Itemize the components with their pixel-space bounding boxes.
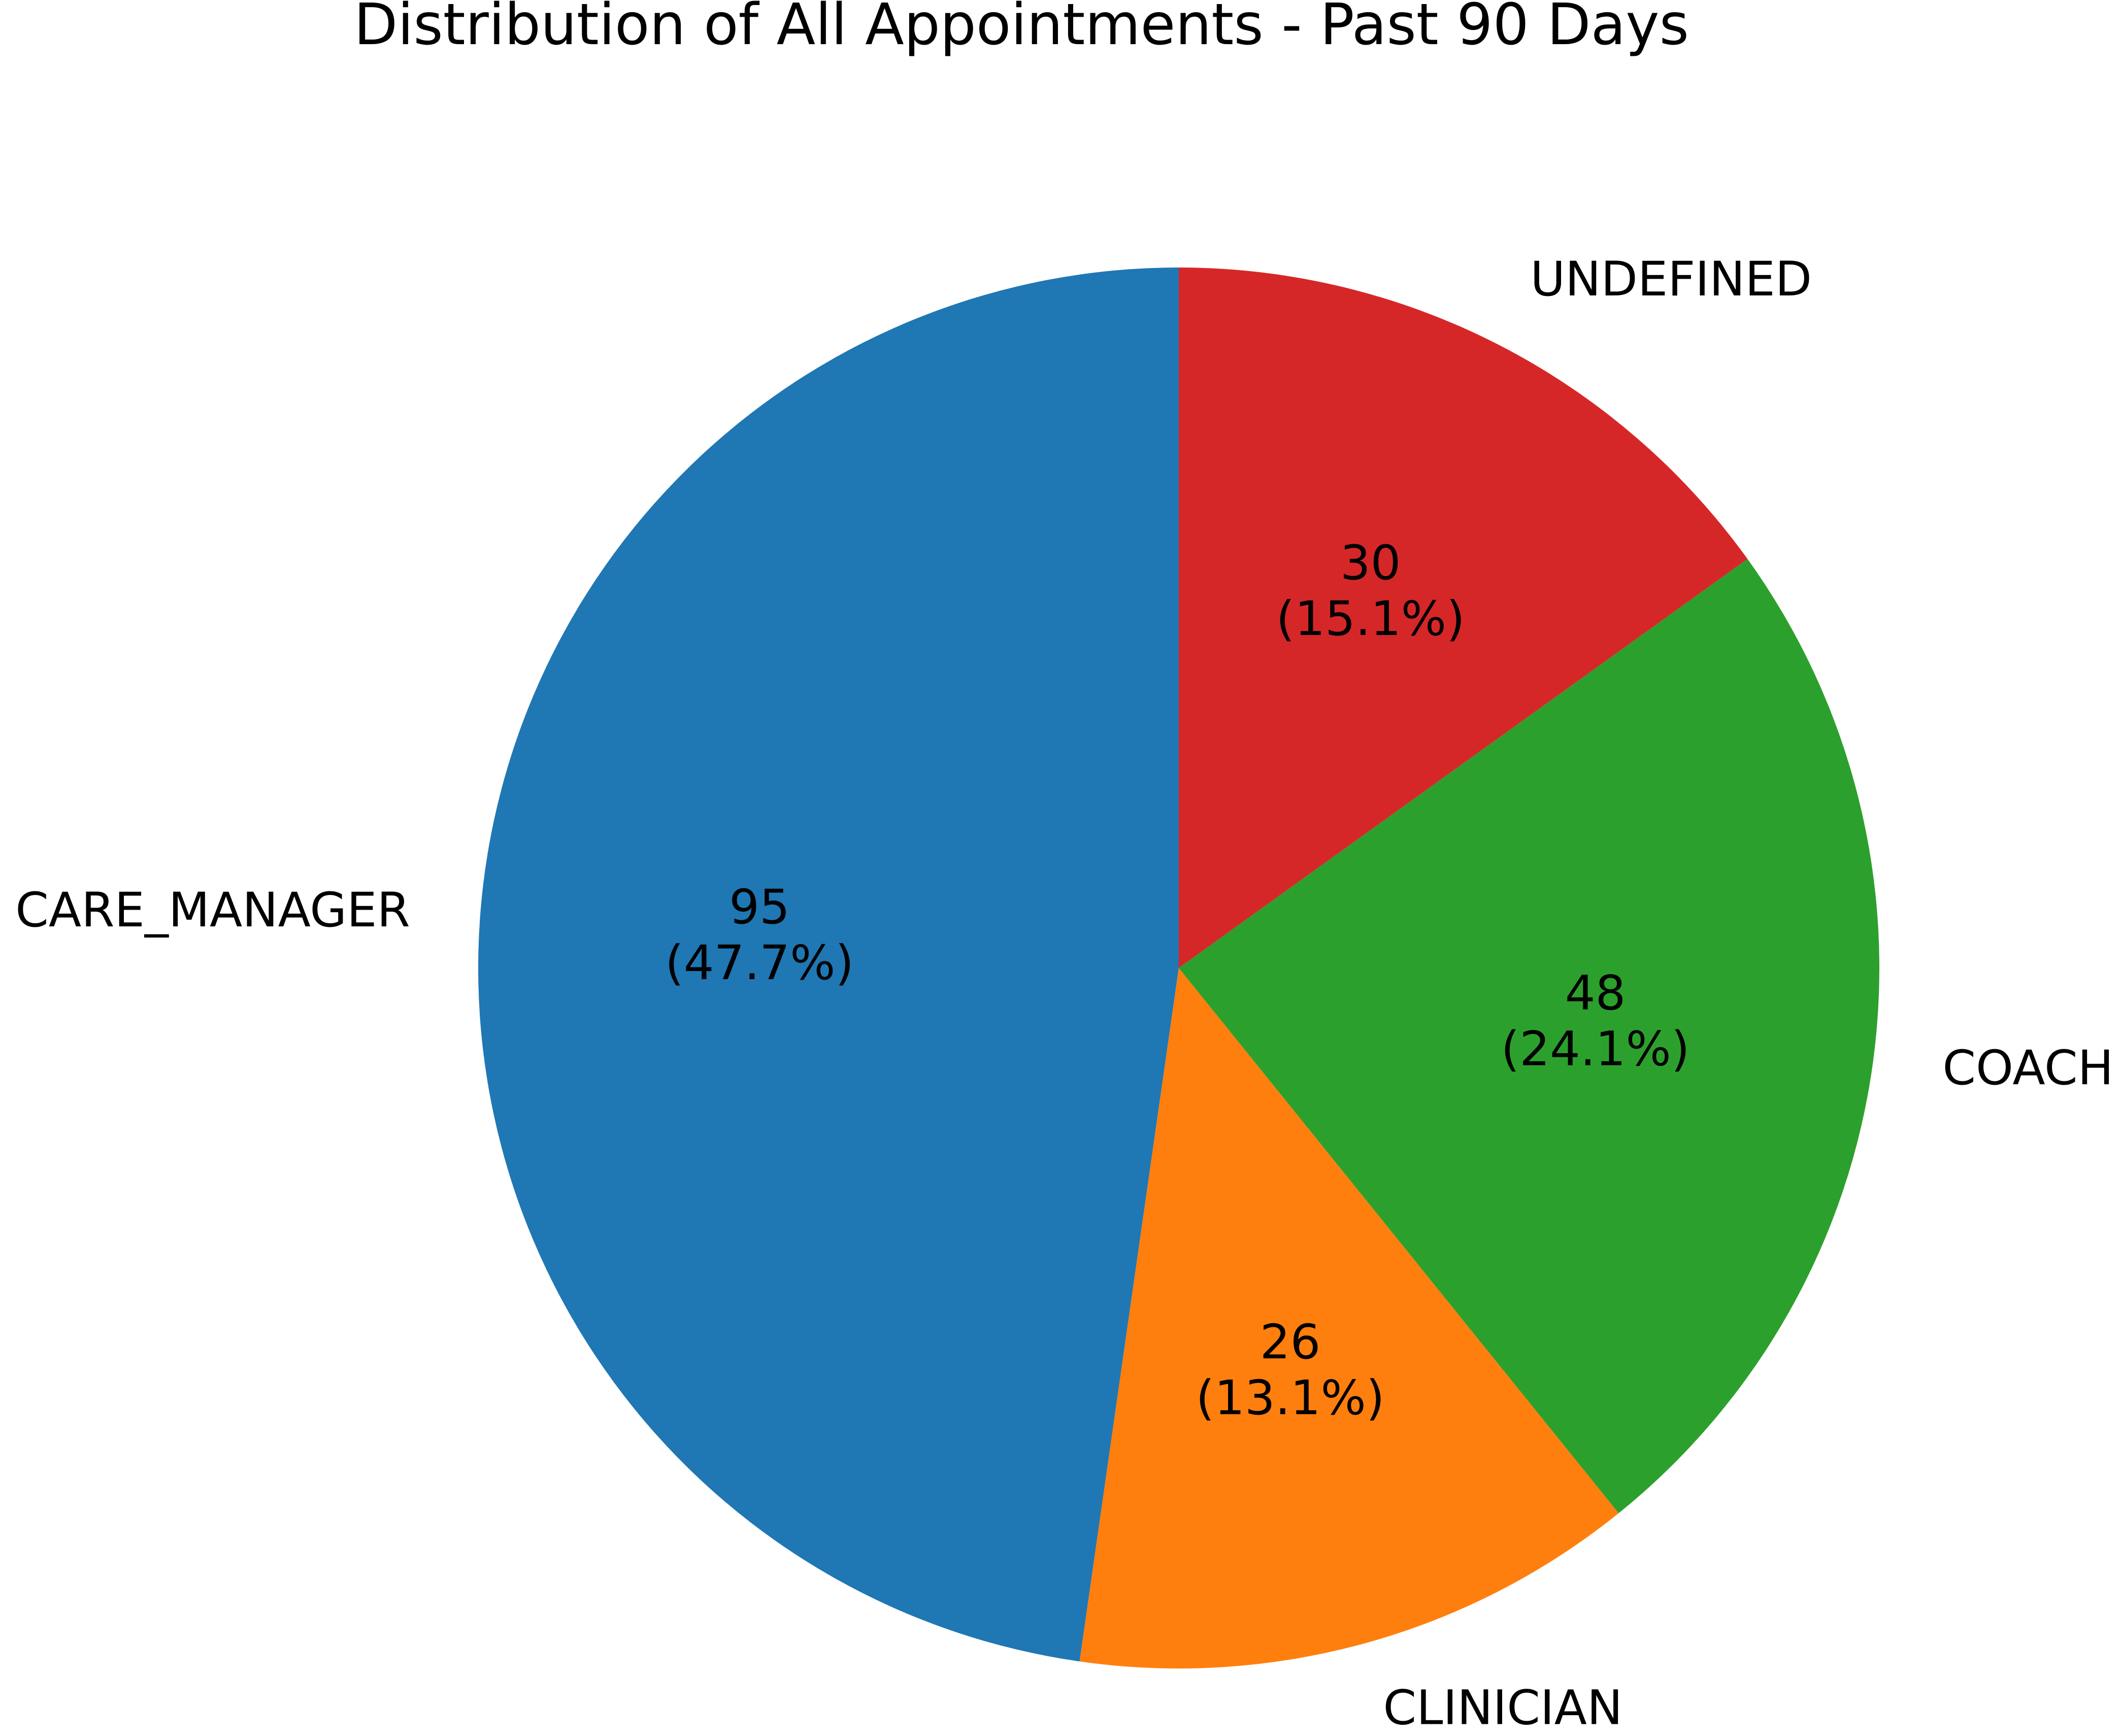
- slice-label-coach: COACH: [1942, 1041, 2113, 1096]
- slice-value-coach: 48: [1565, 966, 1626, 1021]
- slice-percent-coach: (24.1%): [1501, 1022, 1690, 1077]
- pie-slices: [478, 268, 1879, 1669]
- slice-percent-undefined: (15.1%): [1276, 591, 1465, 647]
- pie-slice-undefined: [1179, 268, 1748, 968]
- pie-labels: CARE_MANAGER 95(47.7%) CLINICIAN 26(13.1%) C…: [15, 252, 2113, 1736]
- slice-value-care-manager: 95: [729, 880, 790, 935]
- pie-slice-care-manager: [478, 268, 1179, 1662]
- slice-value-clinician: 26: [1260, 1315, 1321, 1370]
- slice-percent-care-manager: (47.7%): [665, 936, 854, 991]
- slice-label-care-manager: CARE_MANAGER: [15, 883, 410, 938]
- chart-title: Distribution of All Appointments - Past …: [354, 0, 1689, 58]
- pie-slice-coach: [1179, 559, 1879, 1514]
- pie-slice-clinician: [1079, 968, 1619, 1669]
- slice-label-undefined: UNDEFINED: [1530, 252, 1812, 307]
- slice-percent-clinician: (13.1%): [1196, 1371, 1385, 1426]
- slice-value-undefined: 30: [1340, 536, 1401, 591]
- slice-label-clinician: CLINICIAN: [1383, 1681, 1623, 1736]
